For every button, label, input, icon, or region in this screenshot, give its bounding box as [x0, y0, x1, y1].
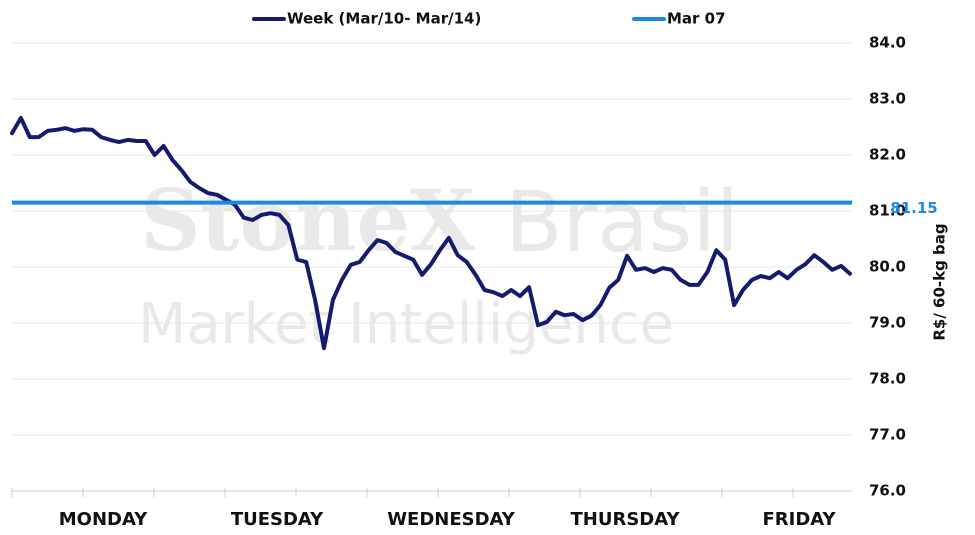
y-tick-label: 82.0	[869, 146, 906, 164]
x-tick-label: WEDNESDAY	[387, 509, 516, 530]
reference-label: 81.15	[890, 199, 937, 217]
legend-label: Week (Mar/10- Mar/14)	[287, 10, 481, 28]
y-tick-label: 77.0	[869, 426, 906, 444]
legend-label: Mar 07	[667, 10, 726, 28]
y-tick-label: 78.0	[869, 370, 906, 388]
x-tick-label: TUESDAY	[231, 509, 324, 530]
y-tick-label: 76.0	[869, 482, 906, 500]
y-tick-label: 79.0	[869, 314, 906, 332]
y-tick-label: 83.0	[869, 90, 906, 108]
watermark-subtitle: Market Intelligence	[138, 292, 674, 357]
series-line	[10, 116, 852, 351]
watermark-region: Brasil	[505, 173, 739, 271]
x-axis-ticks	[11, 488, 794, 497]
watermark-brand: StoneX	[140, 171, 476, 270]
x-tick-label: THURSDAY	[571, 509, 681, 530]
x-tick-label: MONDAY	[59, 509, 148, 530]
x-tick-label: FRIDAY	[762, 509, 836, 530]
watermark: StoneX Brasil Market Intelligence	[138, 171, 739, 357]
y-axis-label: R$/ 60-kg bag	[931, 223, 949, 340]
y-tick-label: 80.0	[869, 258, 906, 276]
y-tick-label: 84.0	[869, 34, 906, 52]
y-tick-label: 81.0	[869, 202, 906, 220]
